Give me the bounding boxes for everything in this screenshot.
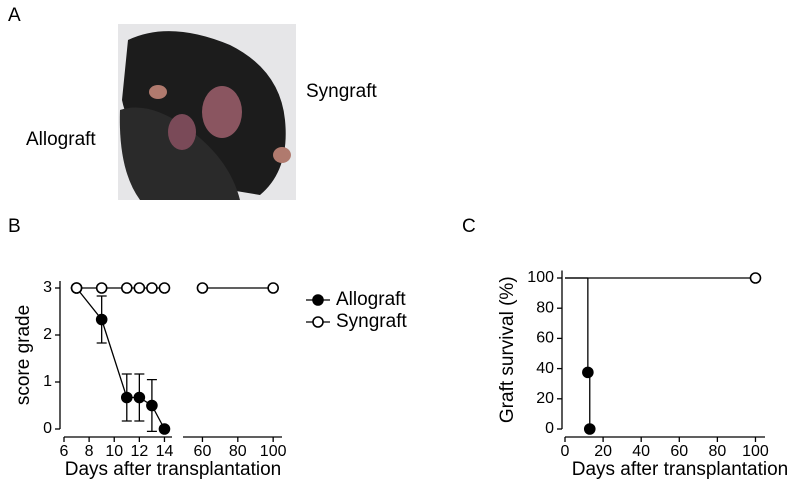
marker — [95, 313, 108, 326]
panel-label: C — [462, 216, 476, 237]
marker — [158, 282, 171, 294]
x-tick-label: 100 — [742, 443, 769, 460]
y-tick-label: 100 — [527, 269, 554, 286]
y-tick-label: 0 — [43, 420, 52, 437]
x-tick-label: 80 — [229, 443, 247, 460]
marker — [158, 423, 171, 435]
marker — [120, 391, 133, 404]
panel-label: A — [8, 5, 21, 26]
marker — [95, 282, 108, 294]
photo-label: Allograft — [26, 129, 96, 150]
marker — [120, 282, 133, 294]
y-tick-label: 0 — [545, 420, 554, 437]
y-tick-label: 20 — [536, 390, 554, 407]
marker — [196, 282, 209, 294]
x-tick-label: 80 — [708, 443, 726, 460]
y-axis-label: Graft survival (%) — [497, 276, 518, 423]
x-tick-label: 6 — [60, 443, 69, 460]
marker — [583, 423, 596, 435]
y-tick-label: 40 — [536, 360, 554, 377]
x-tick-label: 60 — [670, 443, 688, 460]
x-tick-label: 8 — [85, 443, 94, 460]
marker — [146, 399, 158, 412]
y-tick-label: 3 — [43, 279, 52, 296]
y-tick-label: 2 — [43, 326, 52, 343]
x-axis-label: Days after transplantation — [65, 459, 282, 480]
x-tick-label: 10 — [105, 443, 123, 460]
x-tick-label: 60 — [194, 443, 212, 460]
x-tick-label: 12 — [130, 443, 148, 460]
x-tick-label: 20 — [594, 443, 612, 460]
legend-label: Allograft — [336, 289, 406, 310]
panel-label: B — [8, 216, 21, 237]
x-tick-label: 14 — [156, 443, 174, 460]
photo-label: Syngraft — [306, 81, 377, 102]
y-tick-label: 60 — [536, 330, 554, 347]
x-tick-label: 100 — [260, 443, 287, 460]
marker — [70, 282, 83, 294]
marker — [749, 272, 762, 284]
x-axis-label: Days after transplantation — [572, 459, 789, 480]
legend-marker — [312, 294, 324, 306]
marker — [133, 391, 146, 404]
photo — [118, 24, 296, 200]
y-tick-label: 1 — [43, 373, 52, 390]
y-axis-label: score grade — [13, 305, 34, 405]
legend-marker — [312, 316, 324, 328]
legend-label: Syngraft — [336, 311, 407, 332]
marker — [267, 282, 279, 294]
marker — [146, 282, 158, 294]
y-tick-label: 80 — [536, 299, 554, 316]
marker — [133, 282, 146, 294]
x-tick-label: 0 — [561, 443, 570, 460]
x-tick-label: 40 — [632, 443, 650, 460]
